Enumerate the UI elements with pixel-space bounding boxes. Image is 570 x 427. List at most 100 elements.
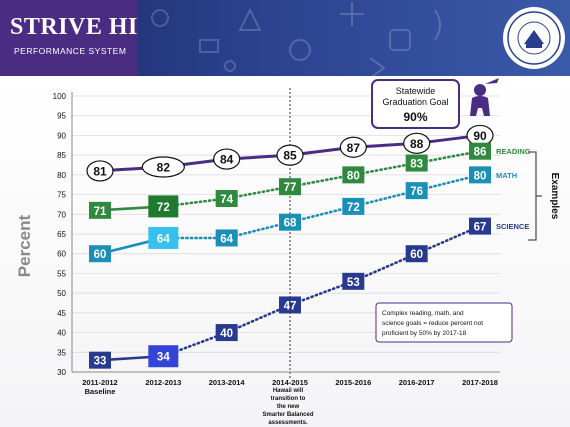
transition-line: assessments. (268, 420, 308, 426)
math-point (279, 213, 301, 231)
examples-label: Examples (549, 173, 560, 220)
header-banner: STRIVE HI PERFORMANCE SYSTEM (0, 0, 570, 76)
reading-point (215, 190, 238, 208)
goals-note-line: science goals = reduce percent not (382, 320, 483, 327)
data-label: 67 (474, 222, 487, 234)
data-label: 71 (94, 206, 107, 218)
y-tick-label: 30 (57, 368, 66, 377)
transition-line: the new (277, 404, 300, 410)
series-name-label: MATH (496, 171, 517, 180)
data-label: 33 (94, 356, 107, 368)
reading-point (279, 178, 301, 196)
x-tick-label: 2017-2018 (462, 378, 498, 387)
y-tick-label: 85 (57, 151, 66, 160)
data-label: 77 (284, 182, 297, 194)
y-axis-label: Percent (15, 214, 34, 277)
goal-line2: Graduation Goal (382, 97, 448, 107)
reading-point (342, 166, 365, 184)
graduation-point (403, 132, 431, 154)
y-tick-label: 95 (57, 112, 66, 121)
data-label: 86 (474, 147, 487, 159)
series-labels: 81 82 84 85 87 88 90 71 72 74 77 80 83 86 READING 60 64 6… (93, 129, 530, 368)
data-label: 53 (347, 277, 360, 289)
data-label: 34 (157, 352, 170, 364)
math-point (215, 229, 238, 247)
data-label: 72 (347, 202, 360, 214)
science-point (469, 217, 491, 235)
data-label: 88 (410, 137, 424, 151)
x-tick-label: 2013-2014 (209, 378, 246, 387)
reading-point (148, 195, 179, 218)
graduation-point (276, 144, 304, 166)
y-tick-label: 100 (53, 92, 67, 101)
y-tick-label: 75 (57, 191, 66, 200)
graduation-point (213, 148, 241, 170)
brand-logo: STRIVE HI PERFORMANCE SYSTEM (0, 0, 138, 76)
reading-point (89, 201, 111, 219)
graduate-icon (470, 78, 499, 116)
data-label: 80 (474, 170, 487, 182)
data-label: 80 (347, 170, 360, 182)
science-point (342, 272, 365, 290)
data-label: 47 (284, 300, 297, 312)
goal-line1: Statewide (396, 86, 436, 96)
data-label: 68 (284, 218, 297, 230)
x-tick-label: 2015-2016 (335, 378, 371, 387)
graduation-point (86, 160, 114, 182)
goals-note-line: proficient by 50% by 2017-18 (382, 330, 467, 337)
data-label: 76 (410, 186, 423, 198)
transition-line: transition to (271, 396, 306, 402)
transition-note: Hawaii will transition to the new Smarte… (262, 388, 313, 426)
data-label: 72 (157, 202, 170, 214)
data-label: 60 (94, 249, 107, 261)
data-label: 40 (220, 328, 233, 340)
x-tick-label: 2014-2015 (272, 378, 308, 387)
y-tick-label: 35 (57, 348, 66, 357)
data-label: 64 (157, 233, 170, 245)
transition-line: Hawaii will (273, 388, 304, 394)
examples-bracket: Examples (528, 151, 560, 241)
goal-callout: Statewide Graduation Goal 90% (371, 79, 460, 129)
state-seal-icon (503, 7, 565, 69)
x-tick-label: 2012-2013 (145, 378, 181, 387)
math-point (148, 226, 179, 249)
data-label: 85 (283, 149, 297, 163)
goal-value: 90% (403, 110, 427, 124)
goals-note-box: Complex reading, math, and science goals… (375, 302, 513, 343)
y-tick-label: 70 (57, 210, 66, 219)
science-point (405, 245, 428, 263)
graduation-point (141, 156, 185, 178)
brand-subtitle: PERFORMANCE SYSTEM (14, 46, 127, 56)
transition-line: Smarter Balanced (262, 412, 313, 418)
data-label: 60 (410, 249, 423, 261)
graduation-point (339, 136, 367, 158)
data-label: 74 (220, 194, 233, 206)
x-axis: 2011-2012 2012-2013 2013-2014 2014-2015 2015… (82, 378, 498, 396)
baseline-label: Baseline (85, 387, 116, 396)
y-tick-label: 60 (57, 250, 66, 259)
reading-point (405, 154, 428, 172)
x-tick-label: 2011-2012 (82, 378, 117, 387)
goals-note-line: Complex reading, math, and (382, 310, 464, 317)
science-point (89, 351, 111, 369)
y-tick-label: 55 (57, 269, 66, 278)
y-tick-label: 40 (57, 329, 66, 338)
math-point (469, 166, 491, 184)
math-point (89, 245, 111, 263)
reading-point (469, 142, 491, 160)
science-point (279, 296, 301, 314)
math-point (405, 182, 428, 200)
x-tick-label: 2016-2017 (399, 378, 435, 387)
data-label: 83 (410, 159, 423, 171)
data-label: 82 (157, 160, 171, 174)
science-point (148, 345, 179, 368)
data-label: 81 (93, 164, 107, 178)
y-tick-label: 65 (57, 230, 66, 239)
y-tick-label: 45 (57, 309, 66, 318)
series-name-label: SCIENCE (496, 222, 529, 231)
data-label: 84 (220, 153, 234, 167)
series-points (86, 124, 494, 369)
y-tick-label: 80 (57, 171, 66, 180)
data-label: 90 (473, 129, 487, 143)
